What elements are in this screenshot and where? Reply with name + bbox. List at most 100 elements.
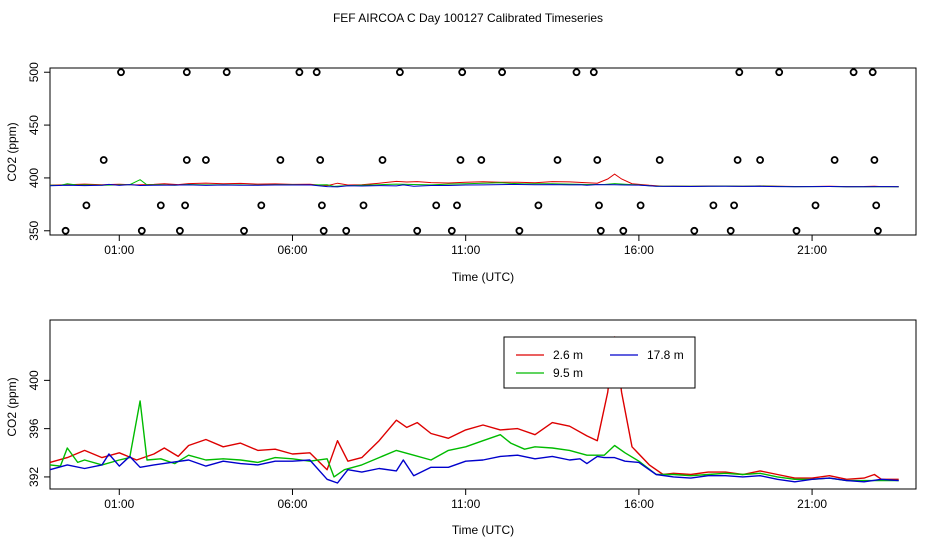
- raw-point-marker: [137, 226, 146, 235]
- top-y-tick-label: 450: [27, 115, 41, 135]
- top-panel-axes: 01:00 06:00 11:00 16:00 21:00 350 400 450 500: [27, 62, 827, 257]
- raw-point-marker: [596, 226, 605, 235]
- raw-point-marker: [182, 68, 191, 77]
- bottom-x-axis-label: Time (UTC): [452, 523, 514, 537]
- top-panel: 01:00 06:00 11:00 16:00 21:00 350 400 450 500 Ti…: [5, 62, 917, 284]
- raw-point-marker: [453, 201, 461, 210]
- raw-point-marker: [735, 68, 744, 77]
- raw-point-marker: [477, 156, 486, 164]
- raw-point-marker: [792, 226, 801, 235]
- top-panel-markers: [61, 68, 882, 235]
- bottom-panel-series: [49, 336, 899, 484]
- raw-point-marker: [312, 68, 321, 77]
- raw-point-marker: [61, 226, 70, 235]
- raw-point-marker: [655, 156, 664, 164]
- bottom-y-tick-label: 396: [27, 418, 41, 438]
- raw-point-marker: [257, 201, 266, 210]
- raw-point-marker: [553, 156, 562, 164]
- raw-point-marker: [342, 226, 351, 235]
- top-x-tick-label: 16:00: [624, 243, 654, 257]
- raw-point-marker: [690, 226, 699, 235]
- raw-point-marker: [515, 226, 524, 235]
- raw-point-marker: [498, 68, 507, 77]
- series-line-0: [49, 336, 899, 480]
- legend-label-2-6m: 2.6 m: [553, 348, 583, 362]
- raw-point-marker: [82, 201, 91, 210]
- raw-point-marker: [201, 156, 210, 164]
- raw-point-marker: [830, 156, 839, 164]
- raw-point-marker: [593, 156, 602, 164]
- raw-point-marker: [636, 201, 645, 210]
- raw-point-marker: [726, 226, 735, 235]
- raw-point-marker: [359, 201, 368, 210]
- raw-point-marker: [175, 226, 184, 235]
- raw-point-marker: [589, 68, 598, 77]
- legend-box: [503, 336, 696, 389]
- raw-point-marker: [872, 201, 881, 210]
- raw-point-marker: [240, 226, 248, 235]
- raw-point-marker: [534, 201, 543, 210]
- top-y-tick-label: 350: [27, 220, 41, 240]
- raw-point-marker: [733, 156, 742, 164]
- legend-label-17-8m: 17.8 m: [647, 348, 684, 362]
- raw-point-marker: [395, 68, 404, 77]
- raw-point-marker: [182, 156, 191, 164]
- raw-point-marker: [456, 156, 465, 164]
- top-x-axis-label: Time (UTC): [452, 270, 514, 284]
- top-y-axis-label: CO2 (ppm): [5, 122, 19, 181]
- raw-point-marker: [276, 156, 285, 164]
- raw-point-marker: [319, 226, 328, 235]
- top-x-tick-label: 11:00: [451, 243, 480, 257]
- raw-point-marker: [868, 68, 877, 77]
- raw-point-marker: [317, 201, 326, 210]
- bottom-panel-frame: [49, 319, 917, 490]
- raw-point-marker: [99, 156, 108, 164]
- raw-point-marker: [413, 226, 422, 235]
- bottom-panel: 01:00 06:00 11:00 16:00 21:00 392 396 400 Time …: [5, 319, 917, 537]
- top-x-tick-label: 06:00: [277, 243, 307, 257]
- bottom-x-tick-label: 01:00: [104, 497, 134, 511]
- raw-point-marker: [295, 68, 304, 77]
- raw-point-marker: [709, 201, 718, 210]
- bottom-y-tick-label: 400: [27, 370, 41, 390]
- raw-point-marker: [730, 201, 738, 210]
- raw-point-marker: [378, 156, 387, 164]
- raw-point-marker: [572, 68, 581, 77]
- raw-point-marker: [117, 68, 125, 77]
- raw-point-marker: [874, 226, 882, 235]
- bottom-x-tick-label: 21:00: [797, 497, 827, 511]
- top-panel-frame: [49, 67, 917, 236]
- bottom-x-tick-label: 16:00: [624, 497, 654, 511]
- raw-point-marker: [316, 156, 325, 164]
- legend-label-9-5m: 9.5 m: [553, 366, 583, 380]
- top-y-tick-label: 500: [27, 62, 41, 82]
- raw-point-marker: [619, 226, 628, 235]
- bottom-y-axis-label: CO2 (ppm): [5, 377, 19, 436]
- top-panel-series: [49, 173, 899, 188]
- top-x-tick-label: 21:00: [797, 243, 827, 257]
- raw-point-marker: [156, 201, 165, 210]
- raw-point-marker: [181, 201, 190, 210]
- series-line-1: [49, 400, 899, 482]
- bottom-y-tick-label: 392: [27, 467, 41, 487]
- raw-point-marker: [447, 226, 456, 235]
- raw-point-marker: [756, 156, 764, 164]
- bottom-x-tick-label: 06:00: [277, 497, 307, 511]
- top-y-tick-label: 400: [27, 168, 41, 188]
- top-series-line-2: [49, 183, 899, 188]
- raw-point-marker: [595, 201, 603, 210]
- figure-title: FEF AIRCOA C Day 100127 Calibrated Times…: [333, 11, 603, 25]
- raw-point-marker: [870, 156, 879, 164]
- raw-point-marker: [222, 68, 231, 77]
- bottom-x-tick-label: 11:00: [451, 497, 480, 511]
- top-x-tick-label: 01:00: [104, 243, 134, 257]
- legend: 2.6 m 9.5 m 17.8 m: [503, 336, 696, 389]
- series-line-2: [49, 453, 899, 484]
- bottom-panel-axes: 01:00 06:00 11:00 16:00 21:00 392 396 400: [27, 370, 827, 511]
- raw-point-marker: [811, 201, 820, 210]
- raw-point-marker: [432, 201, 441, 210]
- raw-point-marker: [775, 68, 784, 77]
- raw-point-marker: [458, 68, 467, 77]
- raw-point-marker: [849, 68, 858, 77]
